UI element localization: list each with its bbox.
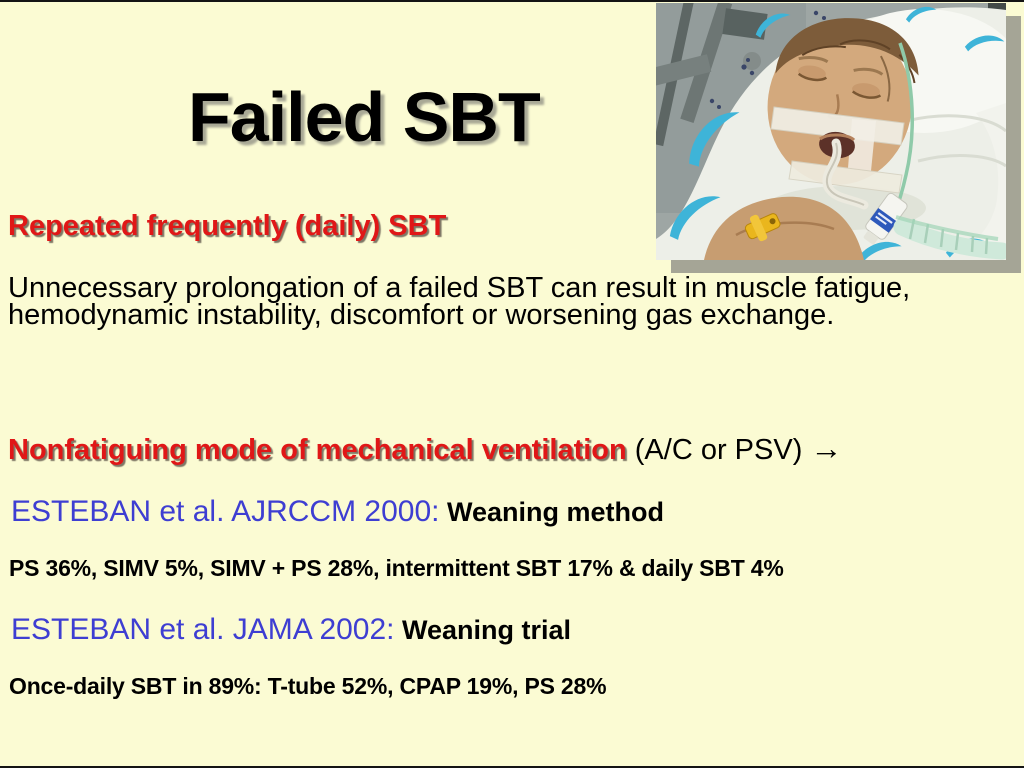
stats-jama: Once-daily SBT in 89%: T-tube 52%, CPAP … [9,673,607,699]
intubated-child-photo-illustration [656,3,1006,260]
paragraph-prolongation: Unnecessary prolongation of a failed SBT… [8,272,911,331]
stats-ajrccm: PS 36%, SIMV 5%, SIMV + PS 28%, intermit… [9,555,784,581]
weaning-trial-label: Weaning trial [394,615,572,645]
citation-esteban-ajrccm: ESTEBAN et al. AJRCCM 2000: Weaning meth… [11,496,664,528]
child-face [767,18,919,185]
nonfatiguing-plain-text: (A/C or PSV) [626,434,811,466]
yellow-clamp [744,213,781,242]
citation-esteban-jama: ESTEBAN et al. JAMA 2002: Weaning trial [11,614,571,646]
heading-repeated-sbt: Repeated frequently (daily) SBT [8,210,447,242]
slide-title: Failed SBT [188,78,541,156]
line-nonfatiguing-mode: Nonfatiguing mode of mechanical ventilat… [8,430,843,466]
sheet-dot-motifs [709,10,826,109]
top-edge-bar [0,0,1024,2]
face-tape-and-tube [770,106,905,210]
child-chest [704,196,864,260]
bottom-edge-bar [0,766,1024,768]
citation-esteban-jama-text: ESTEBAN et al. JAMA 2002: [11,613,395,646]
paragraph-line-1: Unnecessary prolongation of a failed SBT… [8,272,911,304]
tube-connector [863,192,908,245]
right-arrow-icon: → [810,430,843,466]
corrugated-tubing [893,215,1006,260]
weaning-method-label: Weaning method [439,497,665,527]
patient-photo [656,3,1006,260]
nonfatiguing-red-text: Nonfatiguing mode of mechanical ventilat… [8,434,627,466]
citation-esteban-ajrccm-text: ESTEBAN et al. AJRCCM 2000: [11,495,440,528]
paragraph-line-2: hemodynamic instability, discomfort or w… [8,299,835,331]
